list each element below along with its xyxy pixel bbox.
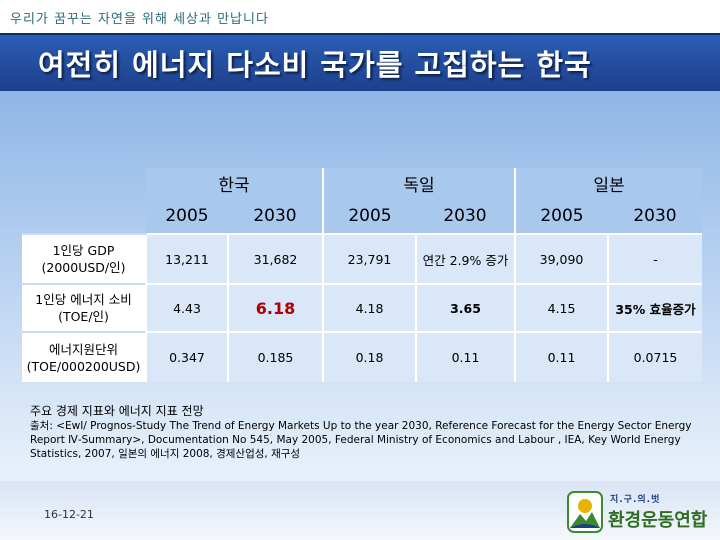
table-cell: 31,682 [227,233,323,284]
logo-emblem-icon [567,491,603,533]
table-cell: 13,211 [145,233,228,284]
notes-title: 주요 경제 지표와 에너지 지표 전망 [30,404,204,418]
notes-block: 주요 경제 지표와 에너지 지표 전망 출처: <EwI/ Prognos-St… [30,404,710,461]
year-header: 2005 [514,198,608,234]
table-cell: 4.18 [322,283,416,332]
row-label-line: (TOE/인) [58,309,109,324]
table-cell: 3.65 [415,283,515,332]
notes-source: 출처: <EwI/ Prognos-Study The Trend of Ene… [30,420,692,460]
table-year-header-row: 2005 2030 2005 2030 2005 2030 [22,198,702,234]
year-header: 2030 [416,198,515,234]
table-row-energy-intensity: 에너지원단위 (TOE/000200USD) 0.347 0.185 0.18 … [22,331,702,382]
row-label-line: (2000USD/인) [41,260,126,275]
slide-title: 여전히 에너지 다소비 국가를 고집하는 한국 [38,48,592,82]
table-cell-highlight: 6.18 [227,283,323,332]
table-cell: 0.0715 [607,331,702,382]
kfem-logo: 지.구.의.벗 환경운동연합 [566,490,716,536]
table-row-energy-per-capita: 1인당 에너지 소비 (TOE/인) 4.43 6.18 4.18 3.65 4… [22,283,702,332]
table-cell: 0.347 [145,331,228,382]
table-cell: 0.11 [514,331,608,382]
year-header: 2005 [146,198,228,234]
table-cell: 4.15 [514,283,608,332]
year-header: 2005 [322,198,416,234]
energy-indicator-table: 한국 독일 일본 2005 2030 2005 2030 2005 2030 1… [22,168,702,382]
row-label-energy-intensity: 에너지원단위 (TOE/000200USD) [22,331,146,382]
table-corner-cell [22,198,146,234]
table-cell: 23,791 [322,233,416,284]
logo-text-main: 환경운동연합 [608,510,708,531]
row-label-gdp: 1인당 GDP (2000USD/인) [22,233,146,284]
group-header-korea: 한국 [146,168,323,198]
row-label-line: (TOE/000200USD) [26,358,141,374]
group-header-japan: 일본 [514,168,702,198]
table-cell: - [607,233,702,284]
table-cell: 0.185 [227,331,323,382]
row-label-line: 에너지원단위 [48,341,118,357]
year-header: 2030 [228,198,323,234]
logo-text-top: 지.구.의.벗 [610,495,661,505]
row-label-energy-per-capita: 1인당 에너지 소비 (TOE/인) [22,283,146,332]
slogan: 우리가 꿈꾸는 자연을 위해 세상과 만납니다 [10,12,269,27]
table-cell: 연간 2.9% 증가 [415,233,515,284]
row-label-line: 1인당 에너지 소비 [35,292,132,307]
table-cell: 0.18 [322,331,416,382]
year-header: 2030 [608,198,702,234]
title-bar [0,33,720,93]
table-corner-cell [22,168,146,198]
group-header-germany: 독일 [322,168,515,198]
slide-date: 16-12-21 [44,508,94,521]
row-label-line: 1인당 GDP [52,243,115,258]
table-row-gdp: 1인당 GDP (2000USD/인) 13,211 31,682 23,791… [22,233,702,284]
table-cell: 4.43 [145,283,228,332]
table-cell: 35% 효율증가 [607,283,702,332]
table-cell: 0.11 [415,331,515,382]
table-cell: 39,090 [514,233,608,284]
table-group-header-row: 한국 독일 일본 [22,168,702,198]
